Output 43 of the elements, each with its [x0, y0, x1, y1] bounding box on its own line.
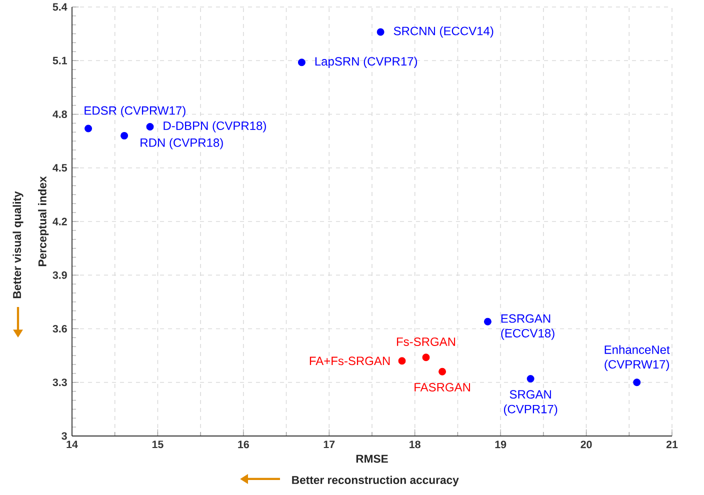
annotation: ESRGAN (ECCV18) — [501, 314, 554, 340]
x-tick-label: 16 — [238, 440, 249, 448]
x-tick-label: 14 — [66, 440, 78, 448]
y-tick-label: 3 — [62, 432, 67, 440]
y-tick-label: 5.1 — [52, 56, 67, 64]
point — [298, 58, 306, 66]
y-tick-label: 5.4 — [52, 3, 68, 11]
y-tick-label: 3.9 — [52, 271, 67, 279]
y-tick-label: 4.2 — [52, 218, 67, 226]
annotation: SRCNN (ECCV14) — [394, 26, 494, 38]
annotation: FA+Fs-SRGAN — [310, 356, 390, 366]
annotation: EnhanceNet (CVPRW17) — [604, 345, 670, 371]
point — [438, 368, 446, 376]
text: Better visual quality — [12, 191, 24, 298]
x-axis-title: RMSE — [356, 454, 388, 463]
point — [526, 375, 534, 383]
annotation: EDSR (CVPRW17) — [84, 106, 186, 118]
x-tick-label: 18 — [410, 440, 420, 448]
x-tick-label: 17 — [324, 440, 335, 448]
x-tick-label: 20 — [580, 440, 592, 448]
annotation: D-DBPN (CVPR18) — [164, 121, 266, 132]
x-tick-label: 15 — [152, 440, 164, 448]
x-tick-label: 19 — [495, 440, 506, 448]
point — [84, 124, 92, 132]
x-tick-label: 21 — [666, 440, 678, 448]
y-tick-label: 4.8 — [52, 110, 67, 118]
point — [484, 318, 492, 326]
point — [398, 357, 406, 365]
y-axis-title: Perceptual index — [38, 176, 49, 266]
text: Better reconstruction accuracy — [292, 476, 459, 486]
point — [146, 123, 154, 130]
y-tick-label: 4.5 — [52, 164, 67, 172]
point — [120, 132, 128, 140]
y-tick-label: 3.3 — [52, 378, 67, 386]
point — [376, 28, 384, 36]
annotation: LapSRN (CVPR17) — [315, 56, 418, 68]
y-tick-label: 3.6 — [52, 324, 67, 333]
annotation: FASRGAN — [414, 383, 470, 392]
point — [633, 378, 641, 386]
annotation: SRGAN (CVPR17) — [504, 390, 558, 416]
point — [422, 354, 430, 362]
annotation: Fs-SRGAN — [396, 337, 456, 346]
annotation: RDN (CVPR18) — [140, 138, 223, 150]
